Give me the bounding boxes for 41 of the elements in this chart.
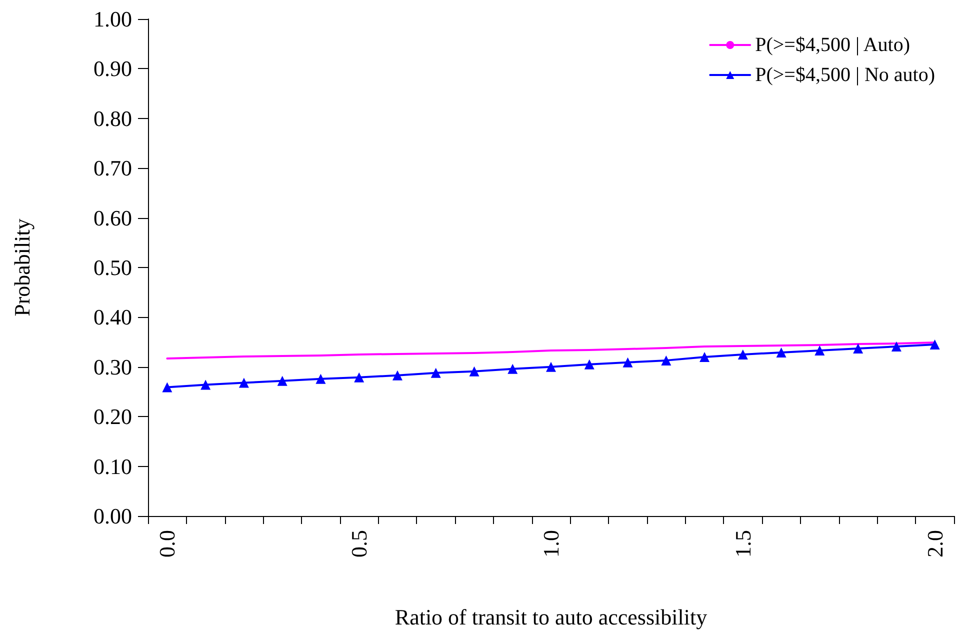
legend-label: P(>=$4,500 | Auto) bbox=[755, 34, 910, 56]
legend-label: P(>=$4,500 | No auto) bbox=[755, 64, 936, 86]
y-tick-label: 0.40 bbox=[94, 304, 132, 330]
y-tick-label: 0.50 bbox=[94, 255, 132, 280]
x-tick-label: 2.0 bbox=[922, 530, 948, 558]
point bbox=[508, 364, 518, 374]
y-axis-title: Probability bbox=[10, 218, 34, 316]
y-tick-label: 0.20 bbox=[94, 404, 132, 430]
point bbox=[546, 362, 556, 372]
y-tick-label: 0.80 bbox=[94, 106, 132, 131]
y-tick-label: 0.00 bbox=[94, 504, 132, 528]
point bbox=[776, 347, 786, 358]
point bbox=[162, 382, 172, 392]
x-tick-label: 0.5 bbox=[346, 530, 372, 558]
point bbox=[622, 357, 633, 368]
point bbox=[930, 340, 940, 350]
point bbox=[584, 359, 594, 370]
point bbox=[661, 355, 672, 366]
point bbox=[700, 352, 710, 362]
point bbox=[316, 374, 326, 384]
y-tick-label: 0.70 bbox=[94, 156, 132, 181]
point bbox=[891, 342, 902, 352]
point bbox=[738, 349, 748, 360]
y-tick-label: 0.90 bbox=[94, 56, 132, 82]
y-tick-label: 0.10 bbox=[94, 454, 132, 479]
x-tick-label: 1.5 bbox=[730, 530, 756, 558]
x-axis-title: Ratio of transit to auto accessibility bbox=[394, 604, 708, 630]
y-tick-label: 1.00 bbox=[94, 6, 132, 32]
point bbox=[814, 346, 825, 356]
x-tick-label: 0.0 bbox=[154, 530, 180, 558]
x-tick-label: 1.0 bbox=[538, 530, 564, 558]
point bbox=[430, 368, 441, 378]
y-tick-label: 0.60 bbox=[94, 205, 132, 230]
point bbox=[238, 378, 249, 388]
point bbox=[469, 366, 480, 376]
point bbox=[354, 372, 364, 382]
point bbox=[392, 370, 402, 380]
point bbox=[200, 380, 211, 390]
point bbox=[853, 344, 864, 354]
y-tick-label: 0.30 bbox=[94, 354, 132, 380]
point bbox=[277, 376, 288, 386]
